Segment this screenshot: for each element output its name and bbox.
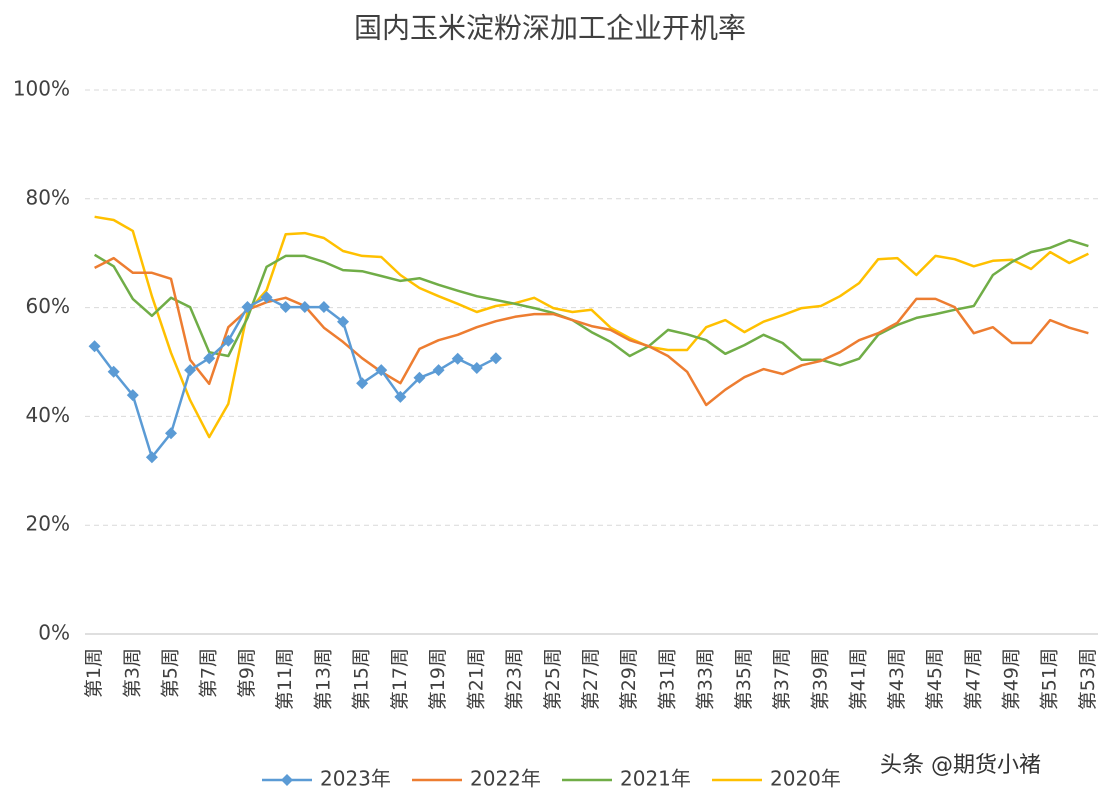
x-tick-label: 第5周	[160, 648, 182, 698]
x-tick-label: 第25周	[542, 648, 564, 710]
x-tick-label: 第39周	[809, 648, 831, 710]
data-point	[203, 352, 216, 365]
x-tick-label: 第17周	[389, 648, 411, 710]
x-tick-label: 第49周	[1000, 648, 1022, 710]
series-line	[94, 215, 1089, 439]
data-point	[317, 301, 330, 314]
x-tick-label: 第35周	[733, 648, 755, 710]
x-tick-label: 第15周	[351, 648, 373, 710]
x-tick-label: 第3周	[121, 648, 143, 698]
watermark: 头条 @期货小褚	[880, 753, 1041, 778]
data-point	[165, 427, 178, 440]
x-tick-label: 第31周	[656, 648, 678, 710]
data-point	[88, 340, 101, 353]
legend-label: 2022年	[470, 767, 541, 791]
chart-title: 国内玉米淀粉深加工企业开机率	[354, 12, 746, 45]
data-point	[126, 389, 139, 402]
y-tick-label: 40%	[26, 403, 70, 427]
x-tick-label: 第7周	[198, 648, 220, 698]
y-tick-label: 80%	[26, 185, 70, 209]
x-tick-label: 第9周	[236, 648, 258, 698]
x-tick-label: 第21周	[465, 648, 487, 710]
x-tick-label: 第45周	[924, 648, 946, 710]
x-tick-label: 第51周	[1039, 648, 1061, 710]
x-tick-label: 第19周	[427, 648, 449, 710]
data-point	[356, 377, 369, 390]
x-tick-label: 第37周	[771, 648, 793, 710]
legend-label: 2023年	[320, 767, 391, 791]
x-tick-label: 第53周	[1077, 648, 1099, 710]
x-tick-label: 第1周	[83, 648, 105, 698]
data-point	[375, 364, 388, 377]
data-point	[145, 451, 158, 464]
data-point	[298, 301, 311, 314]
data-point	[432, 364, 445, 377]
series-line	[94, 256, 1089, 407]
y-tick-label: 100%	[13, 77, 70, 101]
x-tick-label: 第43周	[886, 648, 908, 710]
data-point	[394, 390, 407, 403]
data-point	[489, 352, 502, 365]
data-point	[222, 334, 235, 347]
series-line	[93, 296, 497, 459]
legend-marker	[281, 774, 293, 786]
x-tick-label: 第11周	[274, 648, 296, 710]
x-tick-label: 第27周	[580, 648, 602, 710]
data-point	[279, 301, 292, 314]
x-tick-label: 第13周	[312, 648, 334, 710]
data-point	[451, 352, 464, 365]
data-point	[413, 371, 426, 384]
x-tick-label: 第33周	[695, 648, 717, 710]
y-tick-label: 20%	[26, 512, 70, 536]
legend-label: 2021年	[620, 767, 691, 791]
data-point	[107, 365, 120, 378]
data-point	[337, 315, 350, 328]
x-tick-label: 第23周	[504, 648, 526, 710]
legend-label: 2020年	[770, 767, 841, 791]
y-tick-label: 0%	[38, 621, 70, 645]
x-tick-label: 第29周	[618, 648, 640, 710]
x-tick-label: 第47周	[962, 648, 984, 710]
data-point	[470, 361, 483, 374]
series-line	[93, 238, 1089, 367]
data-point	[260, 291, 273, 304]
data-point	[184, 364, 197, 377]
x-tick-label: 第41周	[848, 648, 870, 710]
y-tick-label: 60%	[26, 294, 70, 318]
data-point	[241, 301, 254, 314]
